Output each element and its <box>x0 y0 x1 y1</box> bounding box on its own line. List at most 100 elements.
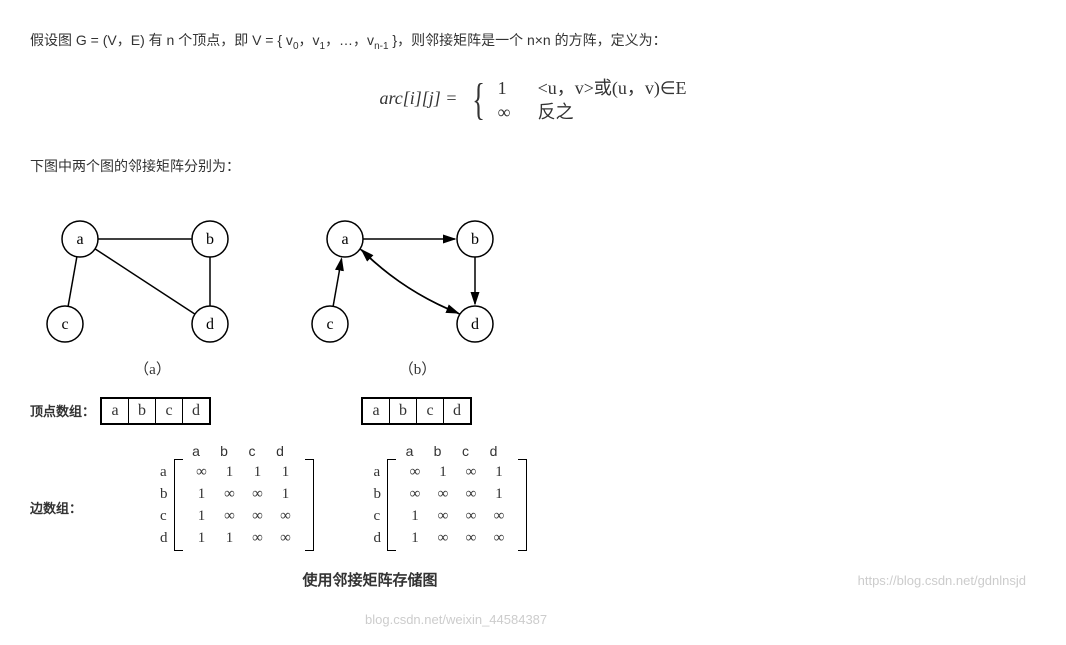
matrix-a-row-headers: abcd <box>160 461 168 549</box>
graph-node-label: c <box>61 316 68 333</box>
matrix-cell: ∞ <box>457 505 485 527</box>
matrix-cell: ∞ <box>485 527 513 549</box>
graph-node-label: d <box>206 316 214 333</box>
matrix-cell: ∞ <box>188 461 216 483</box>
matrix-row-header: c <box>374 505 382 527</box>
vertex-cell: d <box>444 399 470 423</box>
matrix-col-header: b <box>210 443 238 459</box>
matrix-col-header: b <box>424 443 452 459</box>
p1-frag-1: 假设图 G = (V，E) 有 n 个顶点，即 V = { v <box>30 32 293 48</box>
matrix-cell: 1 <box>216 461 244 483</box>
matrix-row: 11∞∞ <box>188 527 300 549</box>
matrix-cell: ∞ <box>401 461 429 483</box>
graph-b: a b c d <box>295 204 510 354</box>
graph-node-label: c <box>326 316 333 333</box>
matrix-col-header: d <box>480 443 508 459</box>
p1-frag-3: ，…，v <box>325 32 374 48</box>
edge-matrices-row: 边数组： abcd abcd ∞1111∞∞11∞∞∞11∞∞ abcd abc… <box>30 443 590 551</box>
formula-cases: 1<u，v>或(u，v)∈E ∞反之 <box>498 76 687 124</box>
matrix-cell: ∞ <box>244 483 272 505</box>
matrix-b-grid: ∞1∞1∞∞∞11∞∞∞1∞∞∞ <box>391 461 523 549</box>
case1-value: 1 <box>498 76 538 100</box>
graph-a: abcd <box>30 204 245 354</box>
matrix-b-col-headers: abcd <box>396 443 528 459</box>
matrix-row: ∞111 <box>188 461 300 483</box>
formula-lhs: arc[i][j] = <box>379 88 462 108</box>
edge-array-label: 边数组： <box>30 498 100 517</box>
graph-edge <box>95 249 195 314</box>
matrix-cell: ∞ <box>272 527 300 549</box>
graph-node-label: a <box>341 231 348 248</box>
watermark-2: https://blog.csdn.net/gdnlnsjd <box>858 573 1026 588</box>
matrix-row-header: d <box>160 527 168 549</box>
graph-node-label: b <box>206 231 214 248</box>
graph-b-label: （b） <box>295 358 510 379</box>
matrix-cell: ∞ <box>485 505 513 527</box>
matrix-row: 1∞∞∞ <box>188 505 300 527</box>
graph-edge <box>360 249 458 313</box>
matrix-cell: ∞ <box>244 505 272 527</box>
matrix-row: 1∞∞∞ <box>401 505 513 527</box>
vertex-array-b: abcd <box>361 397 472 425</box>
matrix-row: 1∞∞1 <box>188 483 300 505</box>
vertex-array-label: 顶点数组： <box>30 401 100 420</box>
p1-frag-4: }，则邻接矩阵是一个 n×n 的方阵，定义为： <box>389 32 667 48</box>
intro-para-1: 假设图 G = (V，E) 有 n 个顶点，即 V = { v0，v1，…，vn… <box>30 28 1036 56</box>
vertex-cell: d <box>183 399 209 423</box>
matrix-a-bracket: ∞1111∞∞11∞∞∞11∞∞ <box>174 459 314 551</box>
matrix-cell: 1 <box>244 461 272 483</box>
matrix-cell: 1 <box>188 483 216 505</box>
graph-node-label: d <box>471 316 479 333</box>
matrix-cell: ∞ <box>457 461 485 483</box>
matrix-cell: 1 <box>272 461 300 483</box>
matrix-col-header: a <box>182 443 210 459</box>
matrix-a-grid: ∞1111∞∞11∞∞∞11∞∞ <box>178 461 310 549</box>
definition-formula: arc[i][j] = { 1<u，v>或(u，v)∈E ∞反之 <box>30 76 1036 124</box>
matrix-a-block: abcd abcd ∞1111∞∞11∞∞∞11∞∞ <box>160 443 314 551</box>
matrix-row-header: a <box>374 461 382 483</box>
graph-b-holder: a b c d （b） <box>295 204 510 379</box>
vertex-cell: b <box>390 399 417 423</box>
matrix-row-header: c <box>160 505 168 527</box>
p1-frag-2: ，v <box>299 32 320 48</box>
figure-area: abcd （a） abcd （b） 顶点数组： abcd abcd 边数组： a… <box>30 204 590 590</box>
matrix-cell: 1 <box>485 483 513 505</box>
matrix-b-bracket: ∞1∞1∞∞∞11∞∞∞1∞∞∞ <box>387 459 527 551</box>
matrix-cell: ∞ <box>272 505 300 527</box>
matrix-b-block: abcd abcd ∞1∞1∞∞∞11∞∞∞1∞∞∞ <box>374 443 528 551</box>
p1-sub-3: n-1 <box>374 41 388 52</box>
graph-node-label: b <box>471 231 479 248</box>
matrix-cell: ∞ <box>401 483 429 505</box>
matrix-b-row-headers: abcd <box>374 461 382 549</box>
case1-condition: <u，v>或(u，v)∈E <box>538 78 687 98</box>
matrix-cell: ∞ <box>429 483 457 505</box>
figure-caption: 使用邻接矩阵存储图 <box>150 569 590 590</box>
matrix-cell: 1 <box>272 483 300 505</box>
graph-edge <box>68 257 77 307</box>
matrix-row: 1∞∞∞ <box>401 527 513 549</box>
matrix-row-header: d <box>374 527 382 549</box>
matrix-cell: 1 <box>188 505 216 527</box>
graph-a-holder: abcd （a） <box>30 204 245 379</box>
matrix-cell: ∞ <box>244 527 272 549</box>
watermark-1: blog.csdn.net/weixin_44584387 <box>365 612 547 627</box>
case2-condition: 反之 <box>538 102 574 122</box>
matrix-row: ∞∞∞1 <box>401 483 513 505</box>
vertex-cell: c <box>156 399 183 423</box>
vertex-cell: b <box>129 399 156 423</box>
vertex-array-row: 顶点数组： abcd abcd <box>30 397 590 425</box>
matrix-row-header: b <box>160 483 168 505</box>
matrix-row: ∞1∞1 <box>401 461 513 483</box>
matrix-cell: 1 <box>216 527 244 549</box>
matrix-row-header: a <box>160 461 168 483</box>
formula-brace: { <box>472 78 485 122</box>
matrix-col-header: c <box>452 443 480 459</box>
matrix-cell: ∞ <box>429 527 457 549</box>
vertex-cell: a <box>363 399 390 423</box>
matrix-cell: ∞ <box>216 505 244 527</box>
case2-value: ∞ <box>498 100 538 124</box>
intro-para-2: 下图中两个图的邻接矩阵分别为： <box>30 154 1036 179</box>
matrix-cell: ∞ <box>457 527 485 549</box>
graph-edge <box>333 259 341 307</box>
matrix-cell: 1 <box>188 527 216 549</box>
